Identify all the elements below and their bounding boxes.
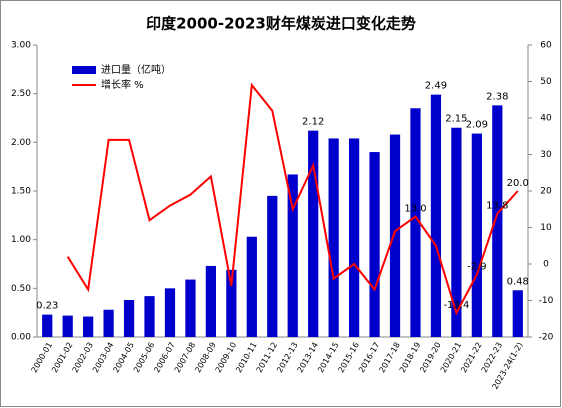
bar [267,195,278,337]
bar [164,288,176,337]
bar [451,127,462,337]
bar [492,105,503,337]
legend-label: 增长率 % [101,78,144,91]
y2-tick-label: 20 [540,187,552,197]
data-label: 13.0 [404,204,426,215]
data-label: 2.09 [466,120,488,131]
bar [83,316,94,337]
line [66,82,519,316]
data-label: 0.23 [36,301,58,312]
y-tick-label: 0.00 [11,333,31,343]
y2-tick-label: 30 [540,150,552,160]
y2-tick-label: -10 [539,296,554,306]
data-label: 13.8 [486,201,508,212]
y2-tick-label: -20 [539,333,554,343]
y-tick-label: 1.50 [11,187,31,197]
bar [471,133,482,337]
y-tick-label: 0.50 [11,284,31,294]
bar [246,236,257,337]
y-tick-label: 1.00 [11,235,31,245]
y-tick-label: 2.00 [11,138,31,148]
bar [103,309,114,337]
bar [144,296,155,337]
bar [287,174,298,337]
bar [42,314,53,337]
bar [369,152,380,337]
y2-tick-label: 60 [540,41,552,51]
data-label: 0.48 [507,276,529,287]
data-label: 2.38 [486,91,508,102]
data-label: -13.4 [443,300,469,311]
chart-title: 印度2000-2023财年煤炭进口变化走势 [146,15,416,33]
y-tick-label: 2.50 [11,89,31,99]
bar [430,94,442,337]
bar [62,315,73,337]
data-label: 2.15 [445,114,467,125]
bar [348,138,360,337]
bar [308,130,319,337]
bar [226,269,237,337]
bar [410,108,421,338]
y2-tick-label: 50 [540,77,552,87]
bar [389,134,401,337]
bar [123,300,135,337]
bar [512,290,523,337]
data-label: 2.49 [425,81,447,92]
data-label: 20.0 [507,178,529,189]
y2-tick-label: 40 [540,114,552,124]
data-label: -2.9 [467,262,487,273]
bar [205,265,217,337]
y-tick-label: 3.00 [11,41,31,51]
bar [185,279,196,337]
legend-swatch [72,66,96,74]
legend-label: 进口量（亿吨） [101,63,171,76]
bar [328,138,339,337]
data-label: 2.12 [302,117,324,128]
y2-tick-label: 10 [540,223,552,233]
y2-tick-label: 0 [543,260,549,270]
